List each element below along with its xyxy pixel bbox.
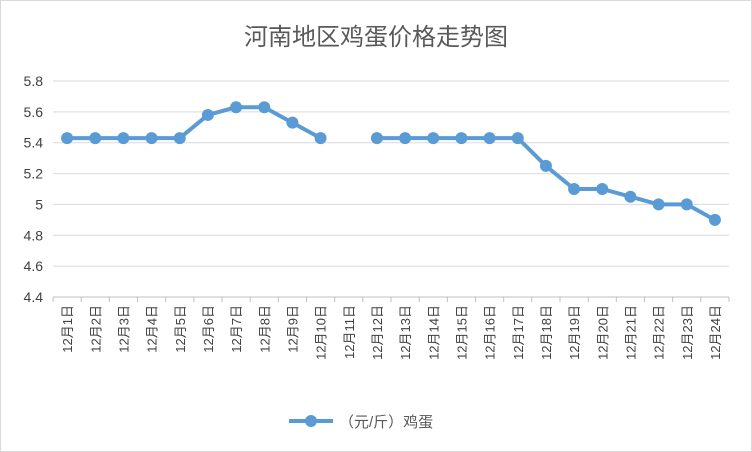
data-point (596, 183, 609, 195)
x-tick-label: 12月18日 (539, 305, 554, 360)
data-point (89, 132, 102, 145)
data-point (286, 116, 299, 129)
data-point (173, 132, 186, 145)
y-tick-label: 4.8 (24, 227, 44, 243)
x-tick-label: 12月1日 (60, 305, 75, 353)
data-point (117, 132, 130, 145)
gridlines (53, 80, 729, 267)
data-point (61, 132, 74, 145)
y-axis-ticks: 4.4 4.6 4.8 5 5.2 5.4 5.6 5.8 (24, 73, 44, 305)
data-point (652, 198, 665, 211)
chart-title: 河南地区鸡蛋价格走势图 (244, 24, 508, 51)
data-point (399, 132, 412, 145)
x-tick-label: 12月9日 (285, 305, 300, 353)
x-axis-ticks: 12月1日 12月2日 12月3日 12月4日 12月5日 12月6日 12月7日 12月8日… (60, 305, 723, 360)
y-tick-label: 5.4 (24, 135, 44, 151)
data-point (708, 213, 721, 226)
data-point (568, 183, 581, 195)
series-line (376, 136, 716, 222)
x-axis (52, 296, 730, 302)
y-tick-label: 4.6 (24, 258, 44, 274)
y-tick-label: 5.6 (24, 104, 44, 120)
x-tick-label: 12月24日 (708, 305, 723, 360)
data-point (539, 159, 552, 172)
x-tick-label: 12月7日 (229, 305, 244, 353)
data-point (201, 108, 214, 121)
x-tick-label: 12月16日 (483, 305, 498, 360)
data-point (145, 132, 158, 145)
x-tick-label: 12月6日 (201, 305, 216, 353)
y-tick-label: 5.8 (24, 73, 44, 89)
x-tick-label: 12月5日 (173, 305, 188, 353)
x-tick-label: 12月17日 (511, 305, 526, 360)
series-line (67, 105, 322, 141)
data-point (483, 132, 496, 145)
x-tick-label: 12月23日 (680, 305, 695, 360)
x-tick-label: 12月22日 (652, 305, 667, 360)
x-tick-label: 12月12日 (370, 305, 385, 360)
x-tick-label: 12月21日 (623, 305, 638, 360)
x-tick-label: 12月10日 (314, 305, 329, 360)
y-tick-label: 5 (35, 196, 43, 212)
series-group (61, 101, 721, 226)
y-tick-label: 5.2 (24, 166, 44, 182)
x-tick-label: 12月19日 (567, 305, 582, 360)
data-point (258, 101, 271, 114)
data-point (314, 132, 327, 145)
x-tick-label: 12月14日 (426, 305, 441, 360)
x-tick-label: 12月4日 (145, 305, 160, 353)
data-point (680, 198, 693, 211)
x-tick-label: 12月11日 (342, 305, 357, 359)
data-point (511, 132, 524, 145)
data-point (624, 190, 637, 203)
x-tick-label: 12月8日 (257, 305, 272, 353)
legend: （元/斤）鸡蛋 (289, 414, 433, 431)
data-point (370, 132, 383, 145)
x-tick-label: 12月3日 (116, 305, 131, 353)
x-tick-label: 12月13日 (398, 305, 413, 360)
data-point (455, 132, 468, 145)
x-tick-label: 12月2日 (88, 305, 103, 353)
data-point (230, 101, 243, 114)
x-tick-label: 12月20日 (595, 305, 610, 360)
y-tick-label: 4.4 (24, 289, 44, 305)
x-tick-label: 12月15日 (454, 305, 469, 360)
data-point (427, 132, 440, 145)
legend-marker (305, 415, 317, 427)
legend-label: （元/斤）鸡蛋 (339, 414, 433, 431)
